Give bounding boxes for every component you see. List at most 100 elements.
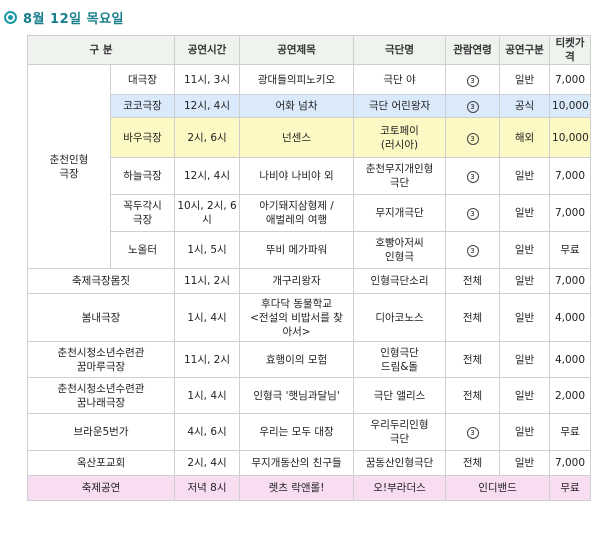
time-cell: 2시, 4시 — [174, 450, 241, 476]
table-row: 축제극장몸짓 11시, 2시 개구리왕자 인형극단소리 전체 일반 7,000 — [26, 268, 592, 294]
page-title: 8월 12일 목요일 — [23, 11, 124, 27]
time-cell: 10시, 2시, 6시 — [174, 194, 241, 232]
table-header-row: 구 분 공연시간 공연제목 극단명 관람연령 공연구분 티켓가격 — [26, 35, 592, 65]
venue-group-cell: 춘천인형 극장 — [27, 64, 111, 269]
table-row: 노올터 1시, 5시 뚜비 메가파워 호빵아저씨 인형극 3 일반 무료 — [28, 231, 592, 269]
show-cell: 인형극 '햇님과달님' — [239, 377, 355, 414]
header-age: 관람연령 — [445, 35, 501, 65]
show-cell: 효행이의 모험 — [239, 341, 355, 378]
venue-cell: 축제공연 — [26, 475, 176, 501]
price-cell: 2,000 — [549, 377, 592, 414]
venue-cell: 브라운5번가 — [26, 413, 176, 451]
age-cell: 3 — [445, 117, 501, 158]
venue-cell: 꼭두각시 극장 — [109, 194, 176, 232]
venue-cell: 바우극장 — [109, 117, 176, 158]
price-cell: 무료 — [549, 231, 592, 269]
time-cell: 1시, 4시 — [174, 293, 241, 342]
schedule-table: 구 분 공연시간 공연제목 극단명 관람연령 공연구분 티켓가격 춘천인형 극장 대… — [26, 35, 592, 501]
time-cell: 12시, 4시 — [174, 94, 241, 118]
venue-cell: 노올터 — [109, 231, 176, 269]
price-cell: 7,000 — [549, 268, 592, 294]
show-cell: 나비야 나비야 외 — [239, 157, 355, 195]
page-header: 8월 12일 목요일 — [4, 6, 124, 28]
show-cell: 우리는 모두 대장 — [239, 413, 355, 451]
venue-cell: 코코극장 — [109, 94, 176, 118]
time-cell: 2시, 6시 — [174, 117, 241, 158]
age-cell: 전체 — [445, 377, 501, 414]
price-cell: 무료 — [549, 475, 592, 501]
type-cell: 일반 — [499, 231, 551, 269]
table-row: 춘천시청소년수련관 꿈나래극장 1시, 4시 인형극 '햇님과달님' 극단 앨리스 전체 일… — [26, 377, 592, 414]
type-cell: 일반 — [499, 293, 551, 342]
troupe-cell: 극단 야 — [353, 64, 447, 95]
age-cell: 3 — [445, 64, 501, 95]
age-cell: 3 — [445, 413, 501, 451]
circle-bullet-icon — [4, 10, 17, 24]
age-cell: 3 — [445, 194, 501, 232]
troupe-cell: 무지개극단 — [353, 194, 447, 232]
venue-cell: 옥산포교회 — [26, 450, 176, 476]
header-show: 공연제목 — [239, 35, 355, 65]
table-row: 옥산포교회 2시, 4시 무지개동산의 친구들 꿈동산인형극단 전체 일반 7,000 — [26, 450, 592, 476]
indie-band-cell: 인디밴드 — [445, 475, 551, 501]
header-category: 구 분 — [26, 35, 176, 65]
table-row: 바우극장 2시, 6시 넌센스 코토페이 (러시아) 3 해외 10,000 — [28, 117, 592, 158]
troupe-cell: 인형극단 드림&돌 — [353, 341, 447, 378]
show-cell: 광대들의피노키오 — [239, 64, 355, 95]
troupe-cell: 우리두리인형 극단 — [353, 413, 447, 451]
table-row: 봄내극장 1시, 4시 후다닥 동물학교 <전설의 비밥서를 찾 아서> 디아코노스 전체 일… — [26, 293, 592, 342]
price-cell: 7,000 — [549, 157, 592, 195]
header-type: 공연구분 — [499, 35, 551, 65]
age-cell: 전체 — [445, 293, 501, 342]
troupe-cell: 인형극단소리 — [353, 268, 447, 294]
price-cell: 7,000 — [549, 64, 592, 95]
price-cell: 7,000 — [549, 450, 592, 476]
type-cell: 일반 — [499, 268, 551, 294]
show-cell: 넌센스 — [239, 117, 355, 158]
table-row: 춘천인형 극장 대극장 11시, 3시 광대들의피노키오 극단 야 3 일반 7,000 — [27, 64, 592, 269]
show-cell: 어화 넘차 — [239, 94, 355, 118]
type-cell: 일반 — [499, 377, 551, 414]
troupe-cell: 춘천무지개인형 극단 — [353, 157, 447, 195]
header-price: 티켓가격 — [549, 35, 592, 65]
troupe-cell: 극단 어린왕자 — [353, 94, 447, 118]
age-cell: 3 — [445, 94, 501, 118]
show-cell: 무지개동산의 친구들 — [239, 450, 355, 476]
venue-cell: 봄내극장 — [26, 293, 176, 342]
venue-cell: 대극장 — [109, 64, 176, 95]
show-cell: 개구리왕자 — [239, 268, 355, 294]
price-cell: 7,000 — [549, 194, 592, 232]
troupe-cell: 극단 앨리스 — [353, 377, 447, 414]
troupe-cell: 코토페이 (러시아) — [353, 117, 447, 158]
table-row: 코코극장 12시, 4시 어화 넘차 극단 어린왕자 3 공식 10,000 — [28, 94, 592, 118]
time-cell: 12시, 4시 — [174, 157, 241, 195]
table-row: 하늘극장 12시, 4시 나비야 나비야 외 춘천무지개인형 극단 3 일반 7,000 — [28, 157, 592, 195]
table-row: 브라운5번가 4시, 6시 우리는 모두 대장 우리두리인형 극단 3 일반 무료 — [26, 413, 592, 451]
type-cell: 일반 — [499, 64, 551, 95]
type-cell: 일반 — [499, 413, 551, 451]
age-circle-icon: 3 — [466, 101, 479, 113]
age-cell: 전체 — [445, 341, 501, 378]
show-cell: 렛츠 락앤롤! — [239, 475, 355, 501]
age-cell: 전체 — [445, 268, 501, 294]
venue-cell: 축제극장몸짓 — [26, 268, 176, 294]
table-row: 축제공연 저녁 8시 렛츠 락앤롤! 오!부라더스 인디밴드 무료 — [26, 475, 592, 501]
troupe-cell: 호빵아저씨 인형극 — [353, 231, 447, 269]
age-circle-icon: 3 — [466, 208, 479, 220]
time-cell: 4시, 6시 — [174, 413, 241, 451]
age-cell: 3 — [445, 231, 501, 269]
table-row: 꼭두각시 극장 10시, 2시, 6시 아기돼지삼형제 / 애벌레의 여행 무지개극단 3 일… — [28, 194, 592, 232]
show-cell: 후다닥 동물학교 <전설의 비밥서를 찾 아서> — [239, 293, 355, 342]
type-cell: 일반 — [499, 194, 551, 232]
type-cell: 공식 — [499, 94, 551, 118]
time-cell: 1시, 5시 — [174, 231, 241, 269]
type-cell: 해외 — [499, 117, 551, 158]
time-cell: 11시, 2시 — [174, 268, 241, 294]
header-time: 공연시간 — [174, 35, 241, 65]
venue-cell: 하늘극장 — [109, 157, 176, 195]
time-cell: 11시, 3시 — [174, 64, 241, 95]
price-cell: 무료 — [549, 413, 592, 451]
price-cell: 4,000 — [549, 341, 592, 378]
age-circle-icon: 3 — [466, 74, 479, 87]
show-cell: 아기돼지삼형제 / 애벌레의 여행 — [239, 194, 355, 232]
